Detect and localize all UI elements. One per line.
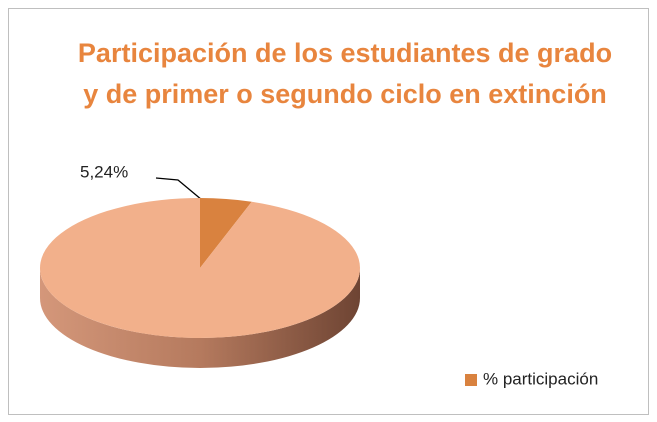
- slice: [40, 198, 361, 339]
- slice-side: [40, 268, 360, 368]
- chart-title: Participación de los estudiantes de grad…: [77, 38, 613, 109]
- data-label: 5,24%: [80, 162, 128, 181]
- slice: [200, 198, 252, 268]
- legend-swatch: [465, 374, 477, 386]
- legend-label: % participación: [483, 369, 598, 388]
